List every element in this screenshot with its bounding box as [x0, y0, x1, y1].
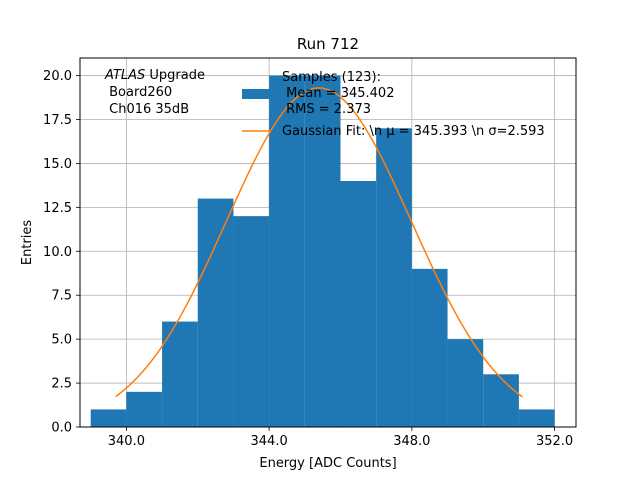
- x-tick-label-3: 352.0: [536, 434, 573, 449]
- histogram-bar-7: [340, 181, 377, 427]
- y-tick-label-2: 5.0: [51, 333, 72, 348]
- histogram-bar-6: [304, 75, 341, 428]
- atlas-annotation: ATLAS Upgrade Board260 Ch016 35dB: [104, 68, 205, 117]
- axis-ticks: 340.0 344.0 348.0 352.0 0.0 2.5 5.0 7.5 10.0 12.5…: [43, 69, 573, 449]
- annotation-line-3: Ch016 35dB: [105, 102, 189, 117]
- legend-histogram-line-1: Samples (123):: [282, 70, 381, 85]
- histogram-bar-3: [197, 198, 234, 427]
- annotation-upgrade: Upgrade: [145, 68, 205, 83]
- y-tick-label-4: 10.0: [43, 245, 72, 260]
- histogram-bars: [90, 75, 555, 428]
- histogram-bar-11: [483, 374, 519, 427]
- plot-frame: [79, 57, 577, 428]
- gaussian-fit: [115, 87, 523, 398]
- legend-histogram-line-2: Mean = 345.402: [282, 86, 394, 101]
- y-tick-label-0: 0.0: [51, 421, 72, 436]
- y-tick-label-7: 17.5: [43, 113, 72, 128]
- gaussian-fit-curve: [115, 87, 523, 398]
- chart-title: Run 712: [297, 35, 359, 53]
- histogram-bar-1: [126, 391, 163, 427]
- y-tick-label-6: 15.0: [43, 157, 72, 172]
- y-tick-label-8: 20.0: [43, 69, 72, 84]
- x-tick-label-1: 344.0: [251, 434, 288, 449]
- legend: Samples (123): Mean = 345.402 RMS = 2.37…: [242, 70, 545, 139]
- x-tick-label-2: 348.0: [393, 434, 430, 449]
- histogram-bar-9: [411, 268, 448, 427]
- y-axis-title: Entries: [20, 220, 35, 266]
- y-tick-label-5: 12.5: [43, 201, 72, 216]
- histogram-bar-4: [233, 216, 270, 427]
- legend-histogram-line-3: RMS = 2.373: [282, 102, 371, 117]
- histogram-bar-10: [447, 339, 484, 427]
- histogram-bar-0: [90, 409, 127, 427]
- histogram-bar-5: [269, 75, 305, 428]
- annotation-atlas: ATLAS: [104, 68, 145, 83]
- x-tick-label-0: 340.0: [108, 434, 145, 449]
- histogram-bar-8: [376, 128, 412, 428]
- histogram-bar-2: [162, 321, 198, 427]
- legend-histogram-swatch: [242, 89, 270, 99]
- y-tick-label-3: 7.5: [51, 289, 72, 304]
- y-tick-label-1: 2.5: [51, 377, 72, 392]
- annotation-line-2: Board260: [105, 85, 172, 100]
- legend-fit-label: Gaussian Fit: \n μ = 345.393 \n σ=2.593: [282, 124, 545, 139]
- x-axis-title: Energy [ADC Counts]: [259, 456, 396, 471]
- annotation-line-1: ATLAS Upgrade: [104, 68, 205, 83]
- histogram-bar-12: [518, 409, 555, 427]
